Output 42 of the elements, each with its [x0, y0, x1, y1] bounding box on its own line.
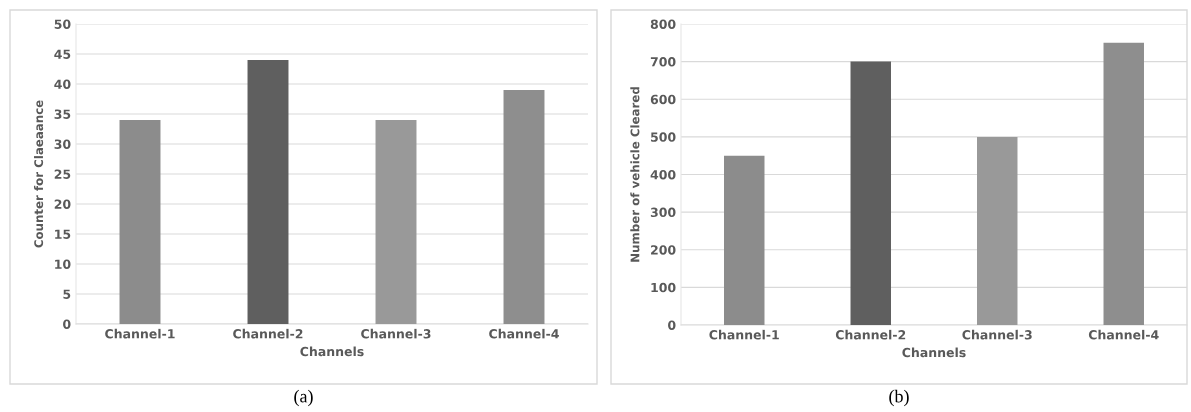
x-tick-label: Channel-3	[361, 328, 431, 339]
bar	[977, 136, 1018, 325]
x-axis-title: Channels	[300, 346, 364, 357]
bar	[503, 90, 545, 324]
y-tick-label: 35	[54, 109, 71, 119]
y-tick-label: 0	[63, 319, 71, 329]
bar	[1103, 42, 1144, 325]
y-tick-label: 800	[650, 19, 676, 29]
y-tick-label: 40	[54, 79, 71, 89]
text: (b)	[889, 389, 909, 407]
y-tick-label: 300	[650, 207, 676, 218]
y-axis-title: Number of vehicle Cleared	[630, 87, 640, 262]
bar	[119, 120, 161, 324]
y-tick-label: 30	[54, 139, 71, 149]
x-tick-label: Channel-1	[105, 328, 175, 339]
bar	[247, 60, 289, 324]
x-tick-label: Channel-3	[962, 329, 1032, 340]
y-tick-label: 50	[54, 19, 71, 29]
x-tick-label: Channel-1	[709, 329, 779, 340]
y-tick-label: 5	[63, 289, 71, 299]
x-tick-label: Channel-2	[233, 328, 303, 339]
y-tick-label: 25	[54, 169, 71, 179]
y-axis-title: Counter for Claeaance	[33, 100, 44, 248]
y-tick-label: 100	[651, 282, 676, 293]
bar	[850, 61, 891, 325]
y-tick-label: 45	[54, 49, 71, 59]
bar	[724, 155, 765, 325]
y-tick-label: 15	[55, 229, 71, 239]
x-axis-title: Channels	[902, 347, 966, 358]
x-tick-label: Channel-4	[489, 328, 559, 339]
y-tick-label: 700	[650, 57, 676, 67]
y-tick-label: 600	[650, 94, 676, 105]
y-tick-label: 10	[55, 259, 71, 269]
y-tick-label: 0	[668, 320, 676, 330]
bar	[375, 120, 417, 324]
text: (a)	[294, 389, 313, 407]
y-tick-label: 200	[651, 245, 676, 255]
x-tick-label: Channel-2	[835, 329, 906, 340]
y-tick-label: 400	[650, 169, 676, 180]
x-tick-label: Channel-4	[1088, 329, 1159, 340]
y-tick-label: 20	[54, 199, 71, 209]
y-tick-label: 500	[651, 132, 676, 142]
